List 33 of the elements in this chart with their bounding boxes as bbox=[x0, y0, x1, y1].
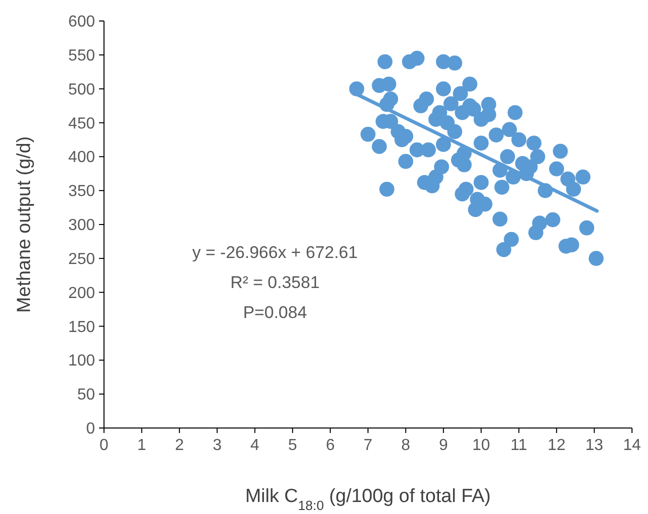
x-tick-label: 13 bbox=[585, 437, 604, 454]
x-tick-label: 6 bbox=[326, 437, 335, 454]
y-tick-label: 200 bbox=[68, 284, 96, 302]
x-tick-label: 3 bbox=[212, 437, 222, 454]
x-tick-label: 12 bbox=[548, 437, 566, 454]
x-tick-label: 9 bbox=[438, 437, 448, 454]
x-tick-label: 2 bbox=[174, 437, 184, 454]
y-tick-label: 300 bbox=[68, 217, 96, 234]
x-tick-label: 1 bbox=[137, 437, 146, 454]
y-tick-label: 600 bbox=[68, 14, 96, 30]
x-tick-label: 8 bbox=[401, 437, 410, 454]
x-tick-label: 5 bbox=[288, 437, 298, 454]
x-tick-label: 11 bbox=[510, 437, 528, 454]
y-tick-label: 400 bbox=[68, 149, 96, 166]
annotation: y = -26.966x + 672.61 bbox=[192, 243, 358, 262]
y-tick-label: 350 bbox=[68, 183, 96, 200]
x-axis-title: Milk C$_{18:0}$ (g/100g of total FA) bbox=[245, 486, 491, 512]
y-tick-label: 500 bbox=[68, 81, 96, 98]
y-tick-label: 50 bbox=[77, 386, 96, 404]
y-tick-label: 100 bbox=[68, 352, 96, 370]
y-tick-label: 250 bbox=[68, 250, 96, 268]
annotation: R² = 0.3581 bbox=[230, 273, 320, 292]
y-tick-label: 0 bbox=[86, 420, 96, 438]
x-tick-label: 14 bbox=[623, 437, 641, 454]
y-tick-label: 150 bbox=[68, 318, 96, 336]
x-tick-label: 4 bbox=[250, 437, 260, 454]
y-tick-label: 550 bbox=[68, 47, 96, 64]
x-tick-label: 0 bbox=[100, 437, 109, 454]
x-tick-label: 7 bbox=[364, 437, 373, 454]
y-axis-title: Methane output (g/d) bbox=[14, 136, 35, 313]
x-tick-label: 10 bbox=[472, 437, 490, 454]
annotation: P=0.084 bbox=[243, 303, 307, 322]
y-tick-label: 450 bbox=[68, 115, 96, 132]
